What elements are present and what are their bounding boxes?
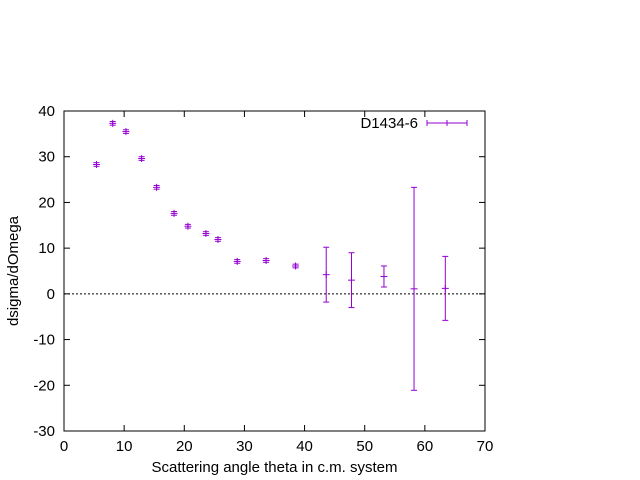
y-tick-label: -20 <box>33 377 55 394</box>
data-point <box>380 265 388 288</box>
data-point <box>122 128 130 136</box>
x-tick-label: 60 <box>417 438 434 455</box>
plot-frame <box>63 110 486 432</box>
data-point <box>233 257 241 265</box>
data-point <box>170 209 178 217</box>
data-point <box>184 222 192 230</box>
x-tick-label: 30 <box>236 438 253 455</box>
data-point <box>347 252 355 309</box>
legend-label: D1434-6 <box>360 115 418 132</box>
data-point <box>262 256 270 264</box>
x-tick-label: 40 <box>296 438 313 455</box>
data-point <box>410 186 418 391</box>
y-tick-label: -30 <box>33 423 55 440</box>
x-tick-label: 10 <box>116 438 133 455</box>
x-tick-label: 20 <box>176 438 193 455</box>
data-point <box>92 160 100 168</box>
tick-labels-layer: 0 10 20 30 40 50 60 70 -30 -20 -10 0 10 20 30 40 <box>33 103 493 455</box>
ticks-layer <box>63 110 486 432</box>
y-tick-label: 20 <box>38 194 55 211</box>
y-tick-label: 30 <box>38 149 55 166</box>
y-axis-label: dsigma/dOmega <box>5 215 22 326</box>
data-point <box>214 235 222 243</box>
y-tick-label: -10 <box>33 332 55 349</box>
y-tick-label: 0 <box>47 286 55 303</box>
x-tick-label: 70 <box>477 438 494 455</box>
legend: D1434-6 <box>360 115 468 132</box>
points-layer <box>92 119 449 391</box>
data-point <box>322 246 330 303</box>
x-axis-label: Scattering angle theta in c.m. system <box>152 459 398 476</box>
data-point <box>441 255 449 321</box>
y-tick-label: 10 <box>38 240 55 257</box>
data-point <box>153 183 161 191</box>
y-tick-label: 40 <box>38 103 55 120</box>
data-point <box>202 230 210 238</box>
data-point <box>109 119 117 127</box>
data-point <box>292 262 300 270</box>
x-tick-label: 50 <box>356 438 373 455</box>
legend-sample <box>426 120 468 126</box>
data-point <box>138 155 146 163</box>
x-tick-label: 0 <box>60 438 68 455</box>
